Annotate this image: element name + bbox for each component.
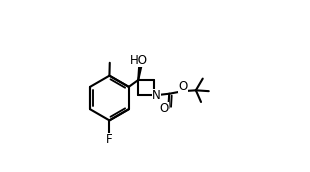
Text: O: O <box>160 102 169 115</box>
Text: N: N <box>152 89 161 102</box>
Text: HO: HO <box>130 54 148 67</box>
Text: F: F <box>106 133 113 146</box>
Text: O: O <box>178 79 188 93</box>
